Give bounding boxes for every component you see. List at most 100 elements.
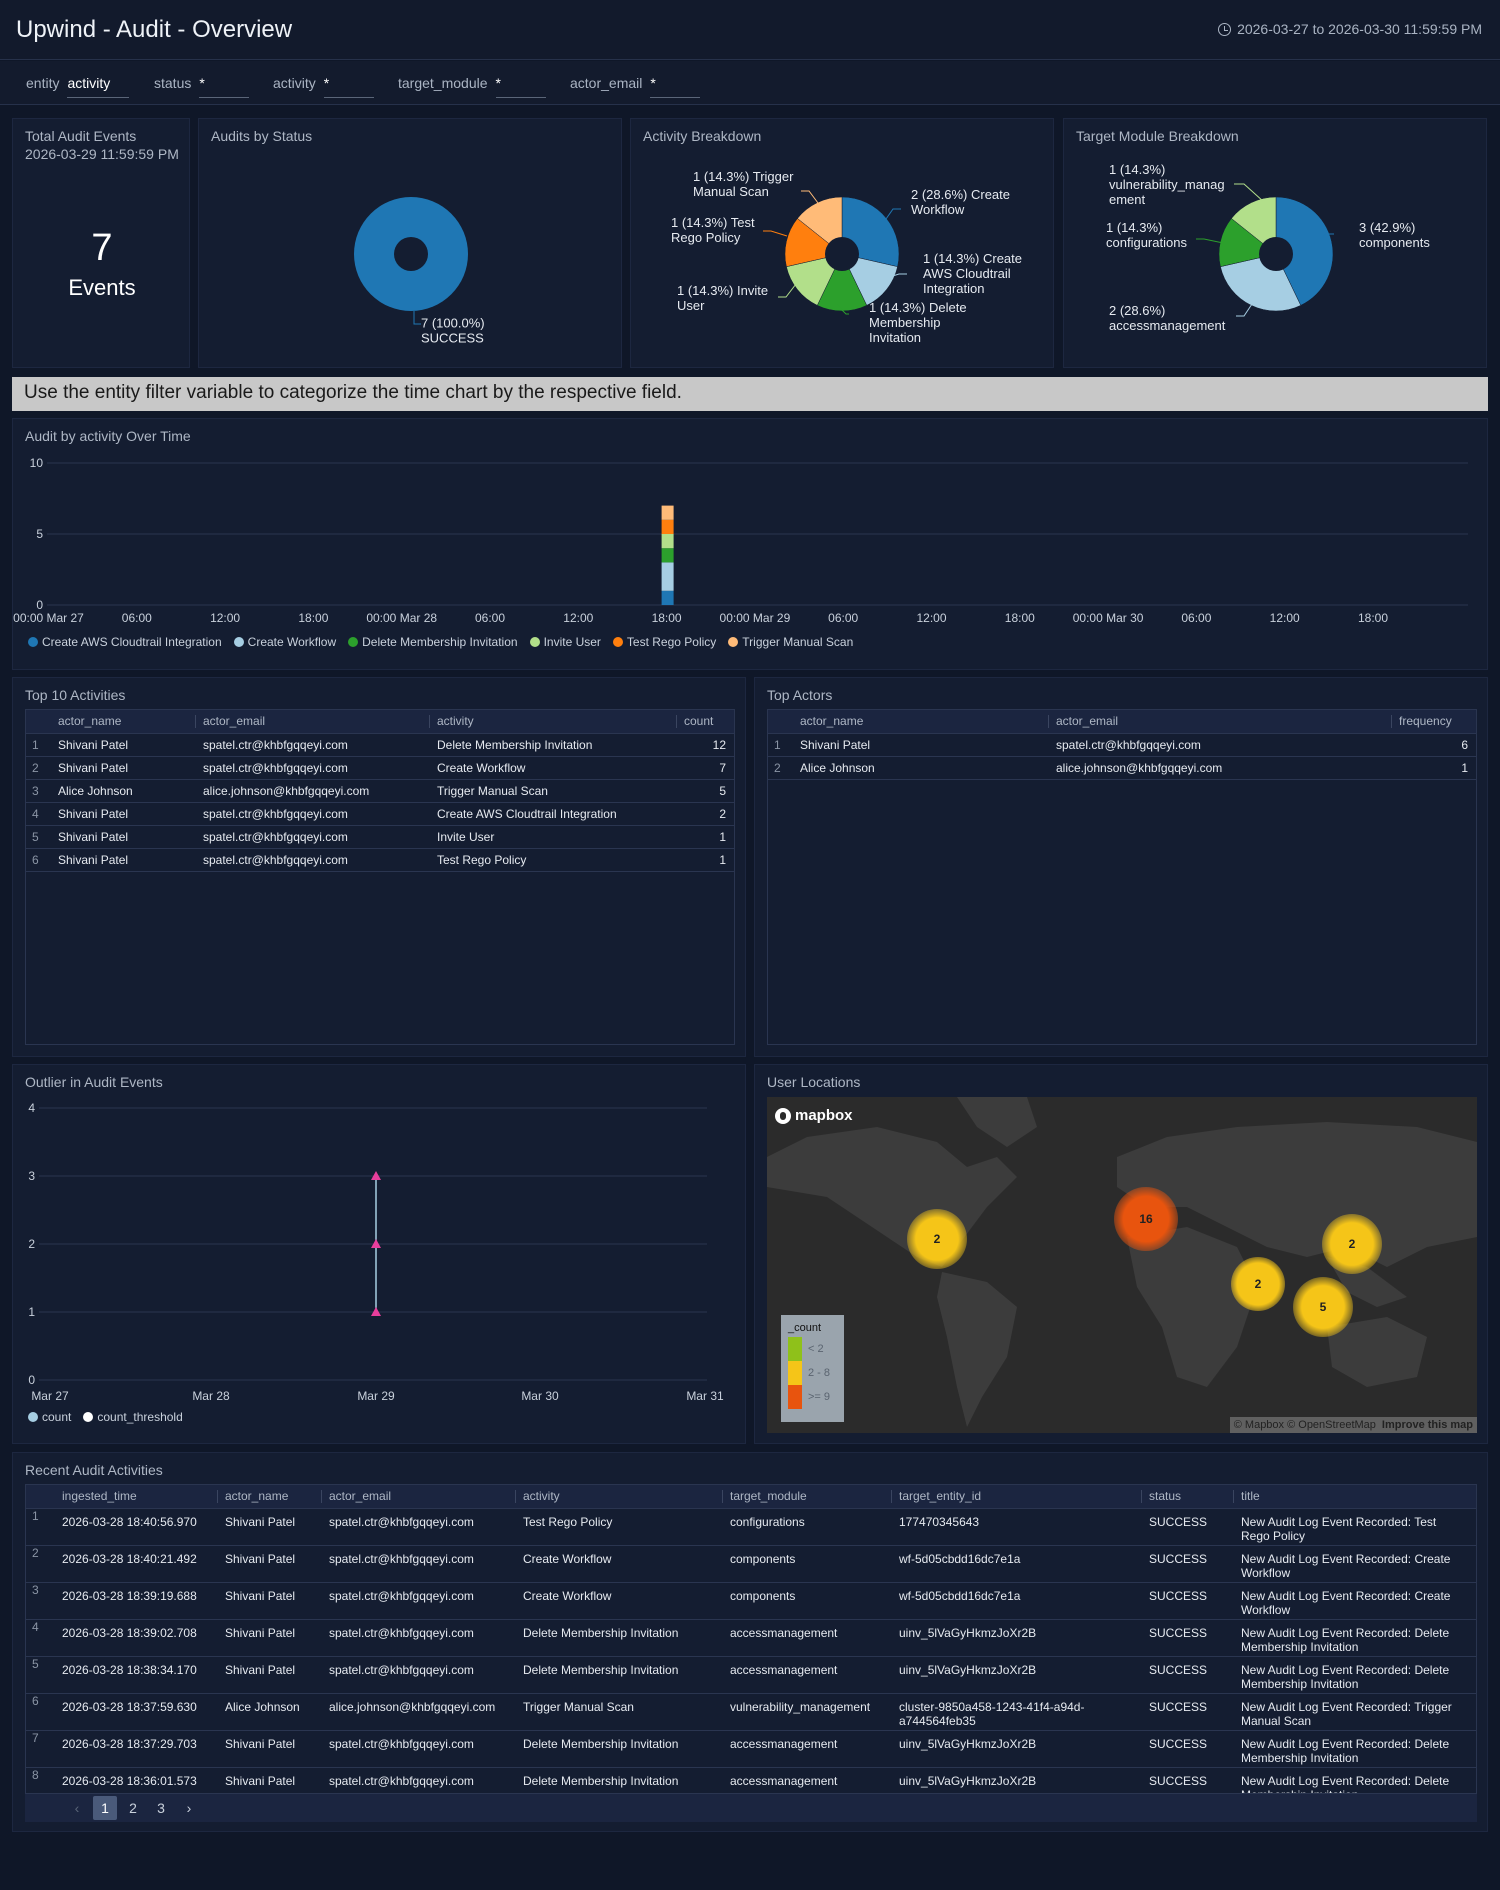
pie-label: 1 (14.3%) Trigger <box>693 169 794 184</box>
stacked-bar[interactable] <box>661 505 674 605</box>
legend-item[interactable]: Test Rego Policy <box>612 635 716 649</box>
bar-segment[interactable] <box>661 590 674 605</box>
filter-entity[interactable]: entity activity <box>26 75 130 98</box>
improve-map-link[interactable]: Improve this map <box>1381 1419 1473 1431</box>
filter-activity[interactable]: activity * <box>273 75 374 98</box>
table-row[interactable]: 1 Shivani Patel spatel.ctr@khbfgqqeyi.com D… <box>26 733 734 757</box>
col-header[interactable]: actor_name <box>217 1485 321 1509</box>
table-row[interactable]: 4 2026-03-28 18:39:02.708 Shivani Patel spa… <box>26 1619 1476 1657</box>
activity-breakdown-panel: Activity Breakdown 1 (14.3%) Trigger Man… <box>630 118 1054 368</box>
outlier-marker[interactable] <box>371 1307 381 1316</box>
col-header[interactable]: count <box>676 710 734 734</box>
map-cluster-marker[interactable]: 2 <box>1322 1214 1382 1274</box>
map-cluster-marker[interactable]: 5 <box>1293 1277 1353 1337</box>
table-row[interactable]: 2 2026-03-28 18:40:21.492 Shivani Patel spa… <box>26 1545 1476 1583</box>
pie-slice-components[interactable] <box>1275 196 1334 306</box>
table-row[interactable]: 5 Shivani Patel spatel.ctr@khbfgqqeyi.com I… <box>26 825 734 849</box>
table-row[interactable]: 3 2026-03-28 18:39:19.688 Shivani Patel spa… <box>26 1582 1476 1620</box>
cell: spatel.ctr@khbfgqqeyi.com <box>321 1656 515 1694</box>
legend-dot <box>83 1412 94 1422</box>
col-index <box>26 710 50 734</box>
time-range-picker[interactable]: 2026-03-27 to 2026-03-30 11:59:59 PM <box>1218 21 1482 37</box>
legend-item[interactable]: Delete Membership Invitation <box>348 635 518 649</box>
col-header[interactable]: actor_email <box>321 1485 515 1509</box>
total-audit-panel: Total Audit Events 2026-03-29 11:59:59 P… <box>12 118 190 368</box>
top-actors-table: actor_name actor_email frequency 1 Shivan… <box>767 709 1477 1045</box>
panel-title: Top Actors <box>767 687 833 703</box>
legend-item[interactable]: Create Workflow <box>233 635 336 649</box>
outlier-series[interactable] <box>371 1171 381 1316</box>
page-button[interactable]: 2 <box>129 1800 137 1816</box>
col-header[interactable]: actor_name <box>50 710 195 734</box>
col-header[interactable]: frequency <box>1391 710 1476 734</box>
y-tick: 10 <box>30 456 44 470</box>
bar-segment[interactable] <box>661 519 674 534</box>
pie-slice-create-aws-cloudtrail-integration[interactable] <box>841 253 898 306</box>
table-row[interactable]: 8 2026-03-28 18:36:01.573 Shivani Patel spa… <box>26 1767 1476 1793</box>
legend-item[interactable]: Invite User <box>529 635 601 649</box>
col-header[interactable]: actor_name <box>792 710 1048 734</box>
panel-title: Outlier in Audit Events <box>25 1074 163 1090</box>
table-row[interactable]: 2 Alice Johnson alice.johnson@khbfgqqeyi.c… <box>768 756 1476 780</box>
top-actors-panel: Top Actors actor_name actor_email freque… <box>754 677 1488 1057</box>
col-header[interactable]: status <box>1141 1485 1233 1509</box>
legend-item[interactable]: count <box>28 1410 71 1424</box>
filter-value[interactable]: * <box>495 75 546 98</box>
filter-value[interactable]: activity <box>67 75 130 98</box>
table-row[interactable]: 5 2026-03-28 18:38:34.170 Shivani Patel spa… <box>26 1656 1476 1694</box>
next-page-icon[interactable]: › <box>186 1800 192 1816</box>
pie-label: Integration <box>923 281 984 296</box>
col-header[interactable]: activity <box>515 1485 722 1509</box>
legend-item[interactable]: Trigger Manual Scan <box>728 635 853 649</box>
map-cluster-marker[interactable]: 16 <box>1114 1187 1178 1251</box>
filter-value[interactable]: * <box>650 75 701 98</box>
bar-segment[interactable] <box>661 534 674 549</box>
cell: 5 <box>676 779 734 803</box>
bar-segment[interactable] <box>661 505 674 520</box>
table-row[interactable]: 1 2026-03-28 18:40:56.970 Shivani Patel spa… <box>26 1508 1476 1546</box>
bar-segment[interactable] <box>661 562 674 591</box>
col-header[interactable]: target_module <box>722 1485 891 1509</box>
dashboard-title: Upwind - Audit - Overview <box>16 16 293 43</box>
pie-slice-invite-user[interactable] <box>786 253 843 306</box>
table-row[interactable]: 2 Shivani Patel spatel.ctr@khbfgqqeyi.com C… <box>26 756 734 780</box>
col-header[interactable]: actor_email <box>195 710 429 734</box>
pie-slice-vulnerability-management[interactable] <box>1231 196 1277 255</box>
page-button[interactable]: 3 <box>157 1800 165 1816</box>
page-button[interactable]: 1 <box>93 1796 117 1820</box>
filter-actor-email[interactable]: actor_email * <box>570 75 701 98</box>
prev-page-icon[interactable]: ‹ <box>74 1800 80 1816</box>
col-header[interactable]: target_entity_id <box>891 1485 1141 1509</box>
legend-dot <box>728 637 739 647</box>
legend-item[interactable]: Create AWS Cloudtrail Integration <box>28 635 222 649</box>
filter-value[interactable]: * <box>199 75 250 98</box>
table-row[interactable]: 6 2026-03-28 18:37:59.630 Alice Johnson ali… <box>26 1693 1476 1731</box>
table-row[interactable]: 6 Shivani Patel spatel.ctr@khbfgqqeyi.com T… <box>26 848 734 872</box>
map-cluster-marker[interactable]: 2 <box>907 1209 967 1269</box>
bar-segment[interactable] <box>661 548 674 563</box>
table-row[interactable]: 3 Alice Johnson alice.johnson@khbfgqqeyi.c… <box>26 779 734 803</box>
cell: cluster-9850a458-1243-41f4-a94d-a744564f… <box>891 1693 1141 1731</box>
world-map[interactable]: mapbox 2 16 2 2 5 _count < 2 2 - 8 >= 9 … <box>767 1097 1477 1433</box>
pie-slice-delete-membership-invitation[interactable] <box>816 253 868 312</box>
cell: 2026-03-28 18:39:02.708 <box>54 1619 217 1657</box>
filter-target-module[interactable]: target_module * <box>398 75 546 98</box>
legend-item[interactable]: count_threshold <box>83 1410 183 1424</box>
attribution-text[interactable]: © Mapbox © OpenStreetMap <box>1233 1419 1376 1431</box>
filter-status[interactable]: status * <box>154 75 250 98</box>
col-header[interactable]: ingested_time <box>54 1485 217 1509</box>
table-row[interactable]: 7 2026-03-28 18:37:29.703 Shivani Patel spa… <box>26 1730 1476 1768</box>
col-header[interactable]: actor_email <box>1048 710 1391 734</box>
outlier-marker[interactable] <box>371 1171 381 1180</box>
map-cluster-marker[interactable]: 2 <box>1231 1257 1285 1311</box>
row-index: 5 <box>26 1656 54 1694</box>
col-header[interactable]: title <box>1233 1485 1476 1509</box>
filter-value[interactable]: * <box>323 75 374 98</box>
col-header[interactable]: activity <box>429 710 676 734</box>
table-row[interactable]: 1 Shivani Patel spatel.ctr@khbfgqqeyi.com 6 <box>768 733 1476 757</box>
cell: Shivani Patel <box>217 1767 321 1793</box>
legend-dot <box>233 637 244 647</box>
outlier-marker[interactable] <box>371 1239 381 1248</box>
table-row[interactable]: 4 Shivani Patel spatel.ctr@khbfgqqeyi.com C… <box>26 802 734 826</box>
cell: uinv_5lVaGyHkmzJoXr2B <box>891 1619 1141 1657</box>
